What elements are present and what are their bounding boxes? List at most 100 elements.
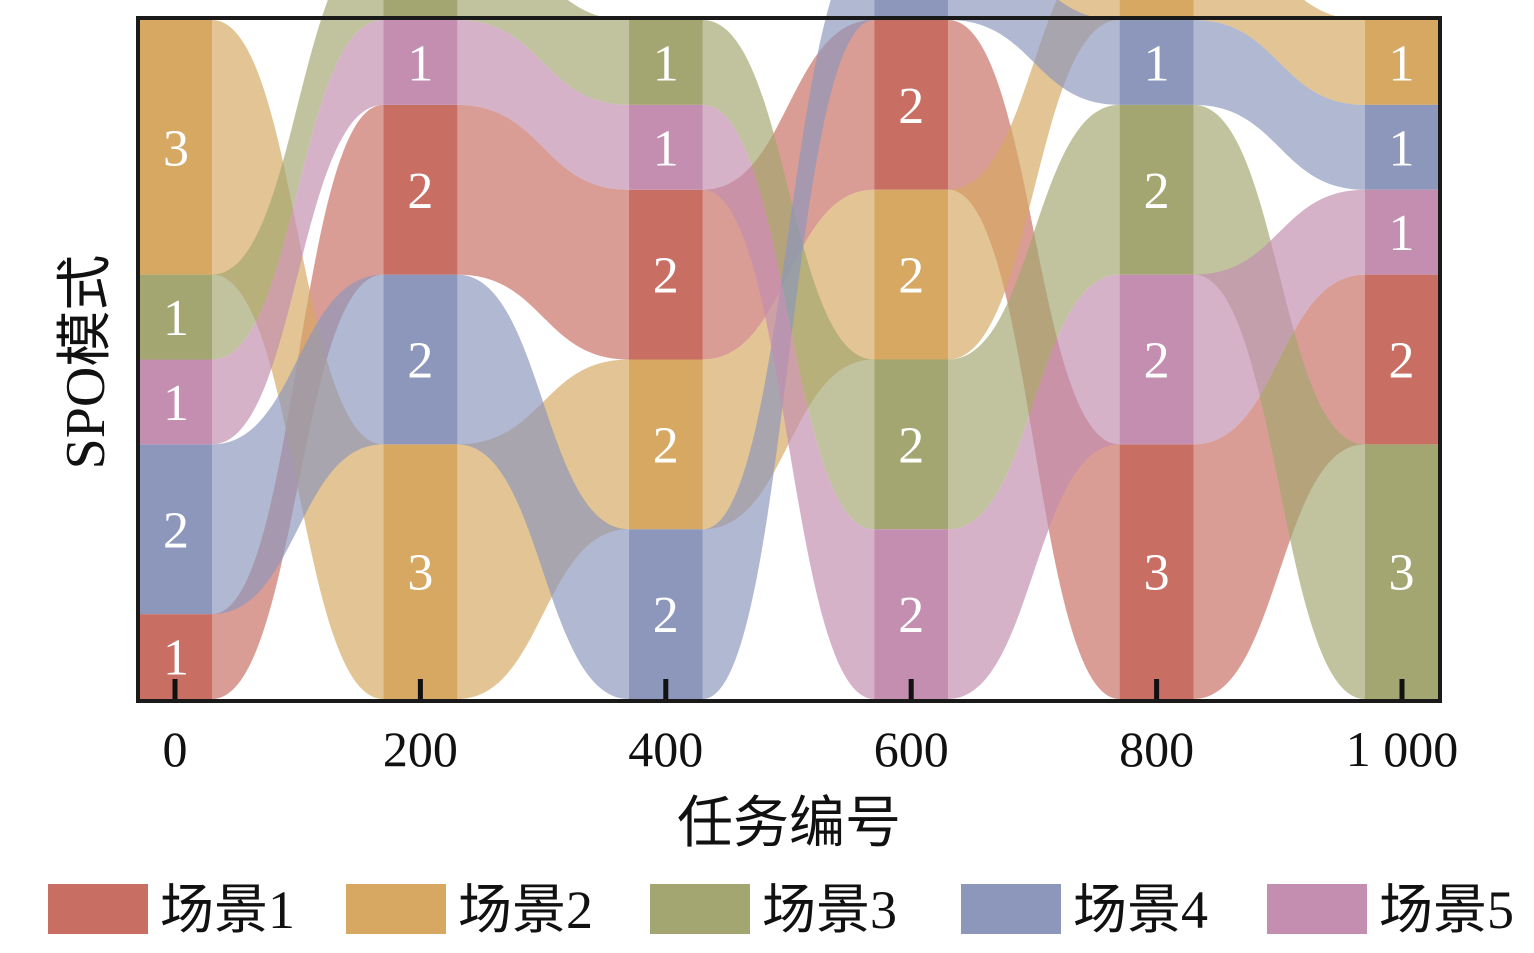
legend-label-场景1: 场景1 [160,880,295,940]
segment-场景4-400 [628,529,703,699]
segment-label-场景2-400: 2 [653,417,679,474]
segment-场景1-600 [874,20,949,190]
segment-场景3-400 [628,20,703,105]
segment-场景4-1000 [1365,104,1438,190]
x-tick-label-600: 600 [874,721,949,777]
segment-场景2-800 [1119,0,1194,20]
segment-label-场景1-400: 2 [653,248,679,305]
segment-label-场景2-200: 3 [407,545,433,602]
flow-场景3-800-1000 [1193,104,1365,699]
segment-layer: 1 3 1 2 1 2 3 1 2 1 2 2 1 2 1 2 2 2 1 2 3 1 2 1 2 2 1 3 1 1 [140,0,1438,699]
segment-场景1-200 [383,104,458,275]
segment-场景5-1000 [1365,189,1438,275]
segment-场景2-0 [140,20,212,275]
x-tick-labels: 0 200 400 600 800 1 000 [163,721,1459,777]
segment-场景1-800 [1119,444,1194,699]
legend-swatch-场景3 [650,884,750,934]
segment-场景2-1000 [1365,20,1438,105]
flow-场景5-0-200 [212,20,384,445]
segment-label-场景2-0: 3 [163,120,189,177]
segment-label-场景5-200: 1 [407,35,433,92]
flow-场景4-600-800 [948,0,1120,105]
segment-label-场景5-1000: 1 [1389,205,1415,262]
segment-label-场景1-200: 2 [407,163,433,220]
flow-场景5-400-600 [702,104,875,699]
segment-场景2-400 [628,359,703,530]
legend-swatch-场景2 [346,884,446,934]
segment-label-场景2-1000: 1 [1389,35,1415,92]
segment-场景2-200 [383,444,458,699]
segment-场景3-200 [383,0,458,20]
segment-label-场景3-400: 1 [653,35,679,92]
segment-label-场景4-400: 2 [653,587,679,644]
segment-label-场景5-600: 2 [898,587,924,644]
y-axis-label: SPO模式 [55,255,117,470]
segment-场景4-600 [874,0,949,20]
segment-label-场景4-800: 1 [1144,35,1170,92]
segment-label-场景4-200: 2 [407,333,433,390]
segment-场景5-400 [628,104,703,190]
segment-label-场景5-0: 1 [163,375,189,432]
x-tick-label-0: 0 [163,721,188,777]
segment-label-场景4-600: 1 [898,0,924,8]
segment-label-场景3-800: 2 [1144,163,1170,220]
plot-frame [136,16,1442,703]
x-tick-label-1000: 1 000 [1346,721,1459,777]
segment-场景4-0 [140,444,212,615]
flow-场景3-0-200 [212,0,384,360]
segment-场景2-600 [874,189,949,360]
segment-label-场景3-0: 1 [163,290,189,347]
legend-swatch-场景4 [961,884,1061,934]
segment-场景3-600 [874,359,949,530]
segment-场景5-600 [874,529,949,699]
segment-label-场景4-1000: 1 [1389,120,1415,177]
segment-场景1-1000 [1365,274,1438,445]
segment-label-场景1-1000: 2 [1389,333,1415,390]
segment-场景3-1000 [1365,444,1438,699]
flow-场景5-200-400 [457,20,629,190]
segment-场景4-800 [1119,20,1194,105]
legend-swatch-场景5 [1267,884,1367,934]
segment-场景1-400 [628,189,703,360]
segment-label-场景3-600: 2 [898,417,924,474]
flow-场景2-600-800 [948,0,1120,360]
legend: 场景1 场景2 场景3 场景4 场景5 [48,880,1514,940]
segment-label-场景1-0: 1 [163,630,189,687]
segment-场景3-0 [140,274,212,360]
flow-场景2-800-1000 [1193,0,1365,105]
legend-label-场景3: 场景3 [762,880,897,940]
flow-场景3-200-400 [457,0,629,105]
segment-场景5-200 [383,20,458,105]
flow-场景5-600-800 [948,274,1120,699]
segment-label-场景5-800: 2 [1144,333,1170,390]
segment-label-场景3-1000: 3 [1389,545,1415,602]
segment-场景5-0 [140,359,212,445]
segment-label-场景5-400: 1 [653,120,679,177]
tick-layer [172,679,1405,699]
flow-场景4-800-1000 [1193,20,1365,190]
x-tick-label-400: 400 [628,721,703,777]
x-tick-label-800: 800 [1119,721,1194,777]
flow-场景3-600-800 [948,104,1120,530]
x-axis-label: 任务编号 [677,793,901,855]
legend-label-场景4: 场景4 [1073,880,1208,940]
flow-场景4-200-400 [457,274,629,699]
legend-label-场景2: 场景2 [458,880,593,940]
segment-label-场景1-800: 3 [1144,545,1170,602]
legend-swatch-场景1 [48,884,148,934]
segment-label-场景4-0: 2 [163,502,189,559]
segment-label-场景2-800: 1 [1144,0,1170,8]
flow-layer [212,0,1365,699]
flow-场景4-0-200 [212,274,384,615]
segment-label-场景1-600: 2 [898,78,924,135]
segment-label-场景2-600: 2 [898,248,924,305]
legend-label-场景5: 场景5 [1379,880,1514,940]
flow-场景5-800-1000 [1193,189,1365,445]
flow-场景1-200-400 [457,104,629,360]
x-tick-label-200: 200 [383,721,458,777]
segment-场景5-800 [1119,274,1194,445]
segment-label-场景3-200: 1 [407,0,433,8]
segment-场景3-800 [1119,104,1194,275]
segment-场景4-200 [383,274,458,445]
